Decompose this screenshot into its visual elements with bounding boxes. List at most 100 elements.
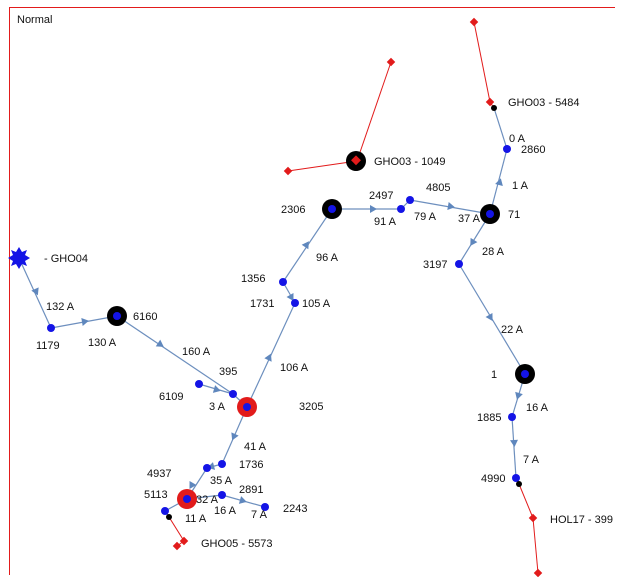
substation-node[interactable] (480, 204, 500, 224)
bus-node[interactable] (47, 324, 55, 332)
junction-node (516, 481, 522, 487)
current-label: 16 A (526, 402, 549, 414)
star-source-icon[interactable] (8, 247, 30, 269)
flow-arrow-icon (212, 385, 221, 393)
flow-arrow-icon (515, 391, 523, 400)
substation-node-source[interactable] (346, 151, 366, 171)
node-label: 71 (508, 209, 520, 221)
flow-arrow-icon (155, 339, 164, 347)
node-label: 1 (491, 369, 497, 381)
node-label: 2860 (521, 144, 545, 156)
current-label: 3 A (209, 401, 226, 413)
flow-arrow-icon (370, 205, 377, 213)
node-label: 5113 (144, 489, 168, 501)
feeder-line (473, 21, 491, 103)
node-label: 4937 (147, 468, 171, 480)
node-label: 3205 (299, 401, 323, 413)
flow-arrow-icon (510, 439, 518, 447)
source-diamond-icon[interactable] (533, 568, 543, 577)
bus-node[interactable] (397, 205, 405, 213)
current-label: 79 A (414, 211, 437, 223)
source-label: GHO03 - 5484 (508, 97, 580, 109)
node-label: 2243 (283, 503, 307, 515)
source-diamond-icon[interactable] (469, 17, 479, 27)
node-label: 1179 (36, 340, 60, 352)
flow-arrow-icon (447, 202, 455, 210)
source-diamond-icon[interactable] (528, 513, 538, 523)
bus-node[interactable] (291, 299, 299, 307)
substation-node[interactable] (322, 199, 342, 219)
current-label: 106 A (280, 362, 309, 374)
current-label: 130 A (88, 337, 117, 349)
network-edge (493, 107, 508, 150)
flow-arrow-icon (238, 496, 247, 504)
source-diamond-icon[interactable] (386, 57, 396, 67)
feeder-line (518, 483, 534, 519)
node-label: 4805 (426, 182, 450, 194)
flow-arrow-icon (81, 318, 89, 326)
flow-arrow-icon (189, 481, 197, 490)
feeder-line (532, 517, 539, 574)
flow-arrow-icon (485, 312, 493, 322)
node-label: 3197 (423, 259, 447, 271)
current-label: 1 A (512, 180, 529, 192)
source-diamond-icon[interactable] (172, 541, 182, 551)
substation-node[interactable] (107, 306, 127, 326)
feeder-line (168, 516, 185, 542)
node-label: 395 (219, 366, 237, 378)
source-label: GHO05 - 5573 (201, 538, 273, 550)
source-label: GHO03 - 1049 (374, 156, 446, 168)
junction-node (491, 105, 497, 111)
alert-node[interactable] (237, 397, 257, 417)
bus-node[interactable] (279, 278, 287, 286)
current-label: 37 A (458, 213, 481, 225)
bus-node[interactable] (261, 503, 269, 511)
node-label: 1736 (239, 459, 263, 471)
bus-node[interactable] (218, 460, 226, 468)
flow-arrow-icon (31, 287, 39, 296)
current-label: 0 A (509, 133, 526, 145)
network-edge (116, 315, 234, 395)
current-label: 160 A (182, 346, 211, 358)
current-label: 105 A (302, 298, 331, 310)
source-diamond-icon[interactable] (179, 536, 189, 546)
bus-node[interactable] (195, 380, 203, 388)
node-label: 1885 (477, 412, 501, 424)
flow-arrow-icon (470, 237, 478, 246)
current-label: 22 A (501, 324, 524, 336)
node-label: 1731 (250, 298, 274, 310)
bus-node[interactable] (503, 145, 511, 153)
source-label: - GHO04 (44, 253, 88, 265)
flow-arrow-icon (231, 432, 239, 441)
flow-arrow-icon (264, 353, 272, 362)
node-label: 6160 (133, 311, 157, 323)
bus-node[interactable] (229, 390, 237, 398)
bus-node[interactable] (512, 474, 520, 482)
mode-label: Normal (17, 14, 53, 26)
bus-node[interactable] (455, 260, 463, 268)
node-label: 6109 (159, 391, 183, 403)
bus-node[interactable] (218, 491, 226, 499)
network-edge (511, 416, 517, 479)
current-label: 132 A (46, 301, 75, 313)
source-diamond-icon[interactable] (283, 166, 293, 176)
current-label: 7 A (251, 509, 268, 521)
current-label: 11 A (185, 513, 207, 525)
source-diamond-icon[interactable] (485, 97, 495, 107)
flow-arrow-icon (495, 178, 503, 187)
bus-node[interactable] (203, 464, 211, 472)
bus-node[interactable] (161, 507, 169, 515)
substation-node[interactable] (515, 364, 535, 384)
diagram-frame (9, 7, 615, 575)
alert-node[interactable] (177, 489, 197, 509)
node-label: 2497 (369, 190, 393, 202)
current-label: 41 A (244, 441, 267, 453)
bus-node[interactable] (406, 196, 414, 204)
node-label: 2891 (239, 484, 263, 496)
source-label: HOL17 - 399 (550, 514, 613, 526)
bus-node[interactable] (508, 413, 516, 421)
current-label: 32 A (196, 494, 219, 506)
current-label: 96 A (316, 252, 339, 264)
current-label: 16 A (214, 505, 237, 517)
